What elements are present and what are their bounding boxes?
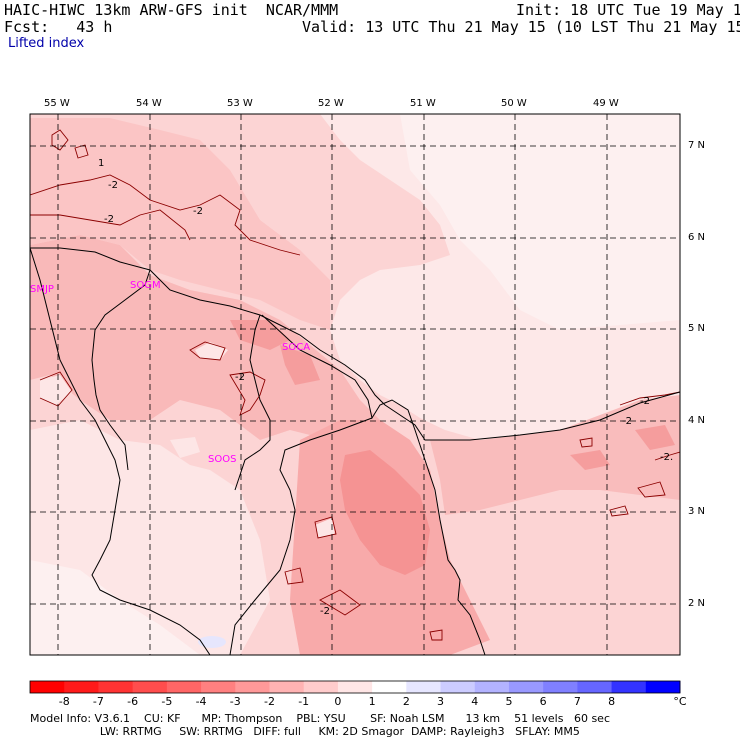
header-init-time: Init: 18 UTC Tue 19 May 15 [516,1,740,19]
stations: SMJP SOGM SOCA SOOS [30,280,310,465]
li-shade-sw-lighter [30,560,200,655]
lon-label-50w: 50 W [501,98,527,109]
lon-label-54w: 54 W [136,98,162,109]
colorbar-label: -6 [127,695,139,708]
colorbar-label: 6 [539,695,547,708]
colorbar-cell [269,681,305,693]
colorbar-cell [303,681,339,693]
li-hole-2 [40,375,72,405]
li-hole-3 [170,437,200,458]
colorbar-cell [645,681,681,693]
colorbar-cell [508,681,544,693]
header-valid-time: Valid: 13 UTC Thu 21 May 15 (10 LST Thu … [302,18,740,36]
lat-label-4n: 4 N [688,415,706,426]
colorbar-cell [64,681,99,693]
contour-labels: 1 -2 -2 -2 -2 -2 -2 -2 -2. [98,158,673,617]
li-shade-east-band [430,395,680,515]
li-contours [30,129,680,641]
colorbar-label: 8 [608,695,616,708]
border-suriname-guyana [30,247,211,655]
graticule [30,114,680,655]
lon-label-52w: 52 W [318,98,344,109]
colorbar-label: 7 [573,695,581,708]
station-smjp: SMJP [30,284,54,295]
border-fg-brazil [261,314,486,655]
colorbar-cell [98,681,134,693]
colorbar-label: -5 [161,695,173,708]
contour-label: -2 [622,416,632,427]
model-info-line2: LW: RRTMG SW: RRTMG DIFF: full KM: 2D Sm… [30,725,580,738]
model-info-line1: Model Info: V3.6.1 CU: KF MP: Thompson P… [30,712,610,725]
lon-label-53w: 53 W [227,98,253,109]
map-frame [29,113,681,656]
lat-label-6n: 6 N [688,232,706,243]
colorbar-cell [30,681,65,693]
colorbar-label: -1 [298,695,310,708]
colorbar-cell [372,681,407,693]
li-positive-blob [198,636,226,648]
colorbar-cell [201,681,236,693]
colorbar-cell [337,681,373,693]
colorbar-label: 0 [334,695,342,708]
header-forecast-hour: Fcst: 43 h [4,18,113,36]
colorbar-cell [611,681,647,693]
lat-label-5n: 5 N [688,323,706,334]
colorbar-label: 1 [368,695,376,708]
contour-label: -2 [235,372,245,383]
colorbar-unit: °C [673,695,687,708]
li-shade-nw-band [30,118,330,330]
li-blob-4 [635,425,675,450]
header-title: HAIC-HIWC 13km ARW-GFS init NCAR/MMM [4,1,339,19]
li-blob-3 [570,450,610,470]
colorbar-cell [440,681,476,693]
contour-label: -2. [660,452,673,463]
border-inner [234,314,271,491]
lat-label-2n: 2 N [688,598,706,609]
li-shade-north-band [30,235,380,440]
colorbar-label: 5 [505,695,513,708]
station-soos: SOOS [208,454,236,465]
contour-label: -2 [640,396,650,407]
colorbar-cell [166,681,202,693]
lat-label-3n: 3 N [688,506,706,517]
colorbar-cell [474,681,510,693]
colorbar-label: -2 [263,695,275,708]
lon-label-51w: 51 W [410,98,436,109]
lon-label-55w: 55 W [44,98,70,109]
colorbar-cell [406,681,442,693]
lon-label-49w: 49 W [593,98,619,109]
colorbar-cell [543,681,578,693]
colorbar-label: -8 [58,695,70,708]
li-shade-east-lighter [400,114,680,330]
colorbar-cell [235,681,270,693]
colorbar-label: -3 [229,695,241,708]
li-hole-4 [165,488,190,505]
contour-label: 1 [98,158,104,169]
contour-label: -2 [108,180,118,191]
colorbar-cell [577,681,613,693]
li-hole-5 [315,518,335,538]
contour-label: -2 [104,214,114,225]
colorbar-label: 2 [402,695,410,708]
colorbar-label: 4 [471,695,479,708]
colorbar-cell [132,681,168,693]
lat-label-7n: 7 N [688,140,706,151]
contour-label: -2 [193,206,203,217]
colorbar-label: -4 [195,695,207,708]
contour-label: -2 [320,606,330,617]
border-suriname-french-guiana [91,269,151,471]
colorbar-label: -7 [92,695,104,708]
station-sogm: SOGM [130,280,161,291]
station-soca: SOCA [282,342,310,353]
colorbar-label: 3 [437,695,445,708]
li-shade-south-core [340,450,430,575]
field-name: Lifted index [8,36,85,51]
